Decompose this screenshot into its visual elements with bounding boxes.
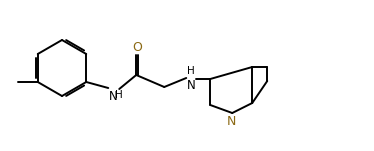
Text: H: H	[115, 90, 123, 100]
Text: N: N	[187, 79, 196, 92]
Text: O: O	[132, 41, 142, 54]
Text: N: N	[227, 114, 236, 127]
Text: N: N	[109, 90, 117, 103]
Text: H: H	[187, 66, 194, 76]
